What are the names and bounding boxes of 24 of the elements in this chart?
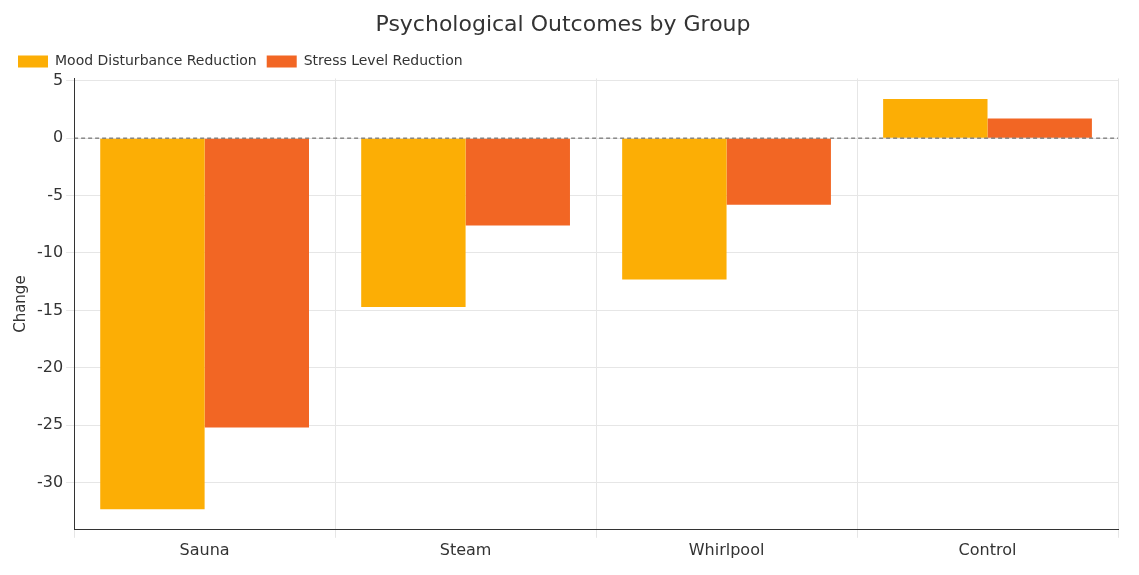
legend-label: Mood Disturbance Reduction [55,52,257,69]
y-tick-label: -25 [36,414,64,434]
y-tick-label: 5 [52,69,64,89]
bar [883,99,988,138]
legend-label: Stress Level Reduction [303,52,463,69]
y-tick-label: 0 [52,127,64,147]
bar [465,138,570,226]
y-tick-label: -20 [36,357,64,376]
bar [987,118,1092,138]
y-tick-label: -10 [36,242,64,262]
bar [100,138,205,510]
y-tick-label: -30 [36,471,64,491]
x-tick-label: Sauna [179,539,230,559]
bar [622,138,727,280]
chart-title: Psychological Outcomes by Group [375,10,751,36]
y-tick-label: -15 [36,299,64,319]
y-tick-label: -5 [47,184,64,204]
x-tick-label: Steam [439,539,492,559]
bar [361,138,466,307]
x-tick-label: Whirlpool [688,539,765,559]
x-tick-label: Control [958,539,1017,559]
bar [204,138,309,428]
y-axis-title: Change [10,275,29,333]
bar [726,138,831,205]
